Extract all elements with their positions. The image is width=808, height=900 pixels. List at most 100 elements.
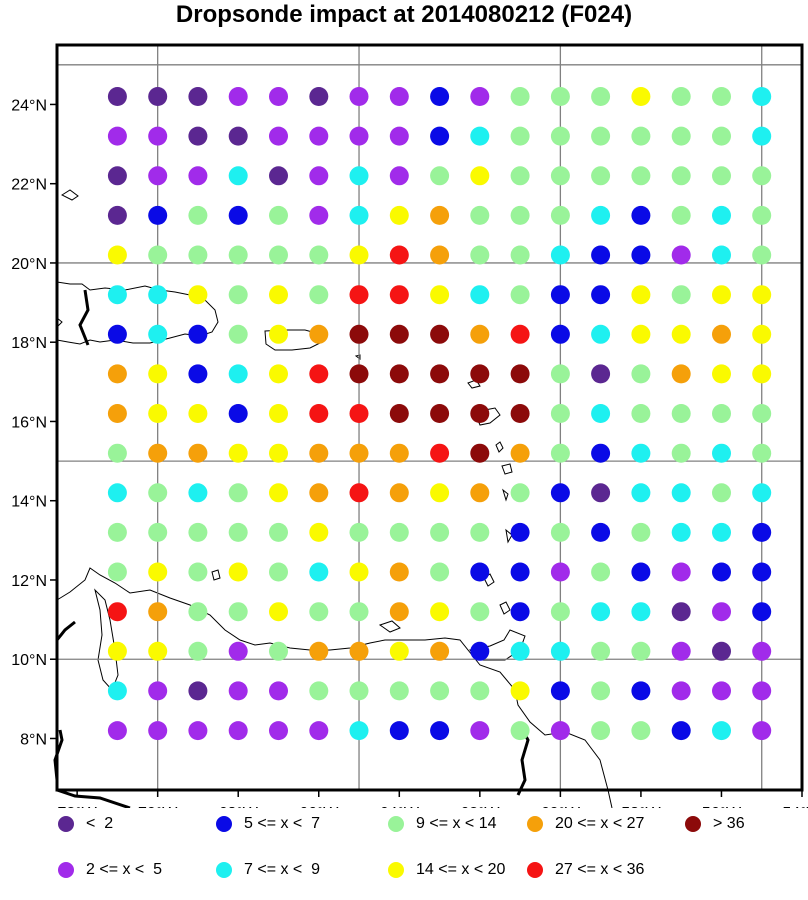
impact-dot: [671, 681, 691, 701]
map-title: Dropsonde impact at 2014080212 (F024): [175, 1, 633, 28]
impact-dot: [752, 404, 772, 423]
impact-dot: [107, 87, 127, 106]
impact-dot: [349, 602, 369, 622]
impact-dot: [269, 562, 288, 582]
impact-dot: [148, 641, 168, 661]
impact-dot: [430, 166, 450, 186]
impact-dot: [349, 681, 369, 701]
impact-dot: [631, 522, 651, 542]
impact-dot: [107, 681, 127, 701]
impact-dot: [470, 324, 490, 344]
impact-dot: [470, 681, 490, 701]
impact-dot: [430, 285, 450, 305]
impact-dot: [148, 562, 168, 582]
impact-dot: [269, 87, 288, 106]
impact-dot: [550, 522, 570, 542]
impact-dot: [550, 245, 570, 265]
impact-dot: [430, 681, 450, 701]
impact-dot: [631, 681, 651, 701]
impact-dot: [309, 324, 329, 344]
impact-dot: [712, 364, 731, 384]
y-tick-label: 10°N: [11, 652, 47, 669]
impact-dot: [631, 126, 651, 146]
impact-dot: [107, 245, 127, 265]
impact-dot: [148, 324, 168, 344]
impact-dot: [550, 602, 570, 622]
impact-dot: [269, 602, 288, 622]
impact-dot: [631, 483, 651, 503]
impact-dot: [269, 166, 288, 186]
impact-dot: [148, 285, 168, 305]
legend-label: 9 <= x < 14: [416, 815, 497, 832]
impact-dot: [148, 721, 168, 741]
impact-dot: [269, 404, 288, 423]
impact-dot: [389, 721, 409, 741]
impact-dot: [470, 87, 490, 106]
impact-dot: [510, 245, 530, 265]
impact-dot: [228, 166, 248, 186]
impact-dot: [712, 87, 731, 106]
impact-dot: [349, 364, 369, 384]
impact-dot: [591, 126, 611, 146]
impact-dot: [671, 721, 691, 741]
legend-swatch: [388, 816, 404, 832]
legend-label: 20 <= x < 27: [555, 815, 645, 832]
impact-dot: [752, 562, 772, 582]
impact-dot: [671, 324, 691, 344]
impact-dot: [430, 126, 450, 146]
impact-dot: [712, 483, 731, 503]
legend-label: > 36: [713, 815, 745, 832]
impact-dot: [107, 522, 127, 542]
impact-dot: [591, 404, 611, 423]
impact-dot: [389, 443, 409, 463]
impact-dot: [430, 641, 450, 661]
impact-dot: [389, 641, 409, 661]
impact-dot: [510, 126, 530, 146]
impact-dot: [631, 205, 651, 225]
impact-dot: [752, 641, 772, 661]
impact-dot: [712, 681, 731, 701]
impact-dot: [591, 443, 611, 463]
impact-dot: [389, 562, 409, 582]
impact-dot: [107, 126, 127, 146]
impact-dot: [752, 87, 772, 106]
impact-dot: [591, 483, 611, 503]
legend-item: 20 <= x < 27: [527, 814, 644, 834]
x-tick-label: 66°W: [299, 805, 339, 808]
impact-dot: [389, 602, 409, 622]
impact-dot: [309, 166, 329, 186]
impact-dot: [430, 205, 450, 225]
impact-dot: [309, 285, 329, 305]
impact-dot: [591, 522, 611, 542]
legend-swatch: [58, 862, 74, 878]
impact-dot: [107, 364, 127, 384]
y-tick-label: 18°N: [11, 335, 47, 352]
impact-dot: [631, 364, 651, 384]
impact-dot: [188, 205, 208, 225]
impact-dot: [470, 562, 490, 582]
impact-dot: [269, 522, 288, 542]
impact-dot: [389, 87, 409, 106]
impact-dot: [712, 641, 731, 661]
impact-dot: [752, 483, 772, 503]
impact-dot: [631, 641, 651, 661]
x-tick-label: 72°W: [57, 805, 97, 808]
x-tick-label: 62°W: [460, 805, 500, 808]
impact-dot: [309, 126, 329, 146]
impact-dot: [148, 87, 168, 106]
impact-dot: [107, 205, 127, 225]
impact-dot: [510, 166, 530, 186]
impact-dot: [591, 364, 611, 384]
y-tick-label: 8°N: [20, 731, 47, 748]
impact-dot: [107, 721, 127, 741]
impact-dot: [470, 166, 490, 186]
impact-dot: [550, 562, 570, 582]
impact-dot: [309, 681, 329, 701]
impact-dot: [188, 641, 208, 661]
impact-dot: [349, 245, 369, 265]
impact-dot: [470, 602, 490, 622]
impact-dot: [389, 245, 409, 265]
impact-dot: [430, 87, 450, 106]
impact-dot: [510, 324, 530, 344]
impact-dot: [107, 602, 127, 622]
